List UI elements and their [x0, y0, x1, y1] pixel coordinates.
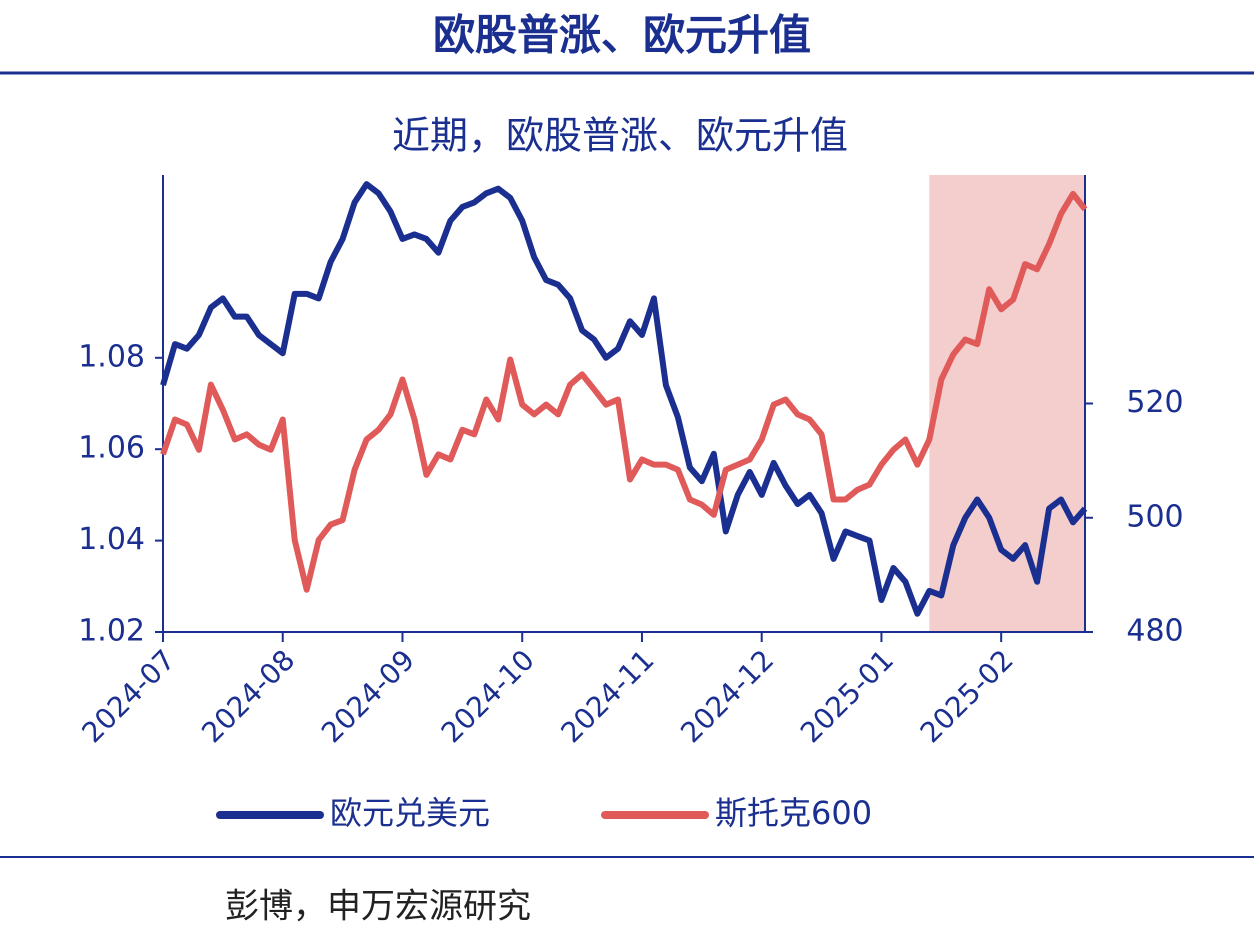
x-tick-label: 2024-09: [315, 643, 421, 749]
y-tick-label: 1.04: [78, 522, 145, 557]
source: 彭博，申万宏源研究: [225, 887, 531, 927]
x-tick-label: 2024-07: [76, 643, 182, 749]
x-tick-label: 2024-08: [195, 643, 301, 749]
y2-tick-label: 520: [1126, 385, 1183, 420]
series-line: [160, 190, 1088, 593]
series-line: [160, 181, 1088, 617]
x-tick-label: 2025-01: [794, 643, 900, 749]
legend-label: 欧元兑美元: [330, 794, 490, 832]
y2-tick-label: 500: [1126, 499, 1183, 534]
highlight-region: [929, 175, 1085, 632]
x-tick-label: 2024-11: [555, 643, 661, 749]
x-tick-label: 2025-02: [914, 643, 1020, 749]
x-tick-label: 2024-12: [674, 643, 780, 749]
chart-title: 近期，欧股普涨、欧元升值: [392, 114, 848, 158]
legend-label: 斯托克600: [715, 794, 872, 832]
y2-tick-label: 480: [1126, 614, 1183, 649]
header-title: 欧股普涨、欧元升值: [433, 11, 811, 60]
y-tick-label: 1.02: [78, 614, 145, 649]
y-tick-label: 1.06: [78, 431, 145, 466]
y-tick-label: 1.08: [78, 339, 145, 374]
x-tick-label: 2024-10: [435, 643, 541, 749]
